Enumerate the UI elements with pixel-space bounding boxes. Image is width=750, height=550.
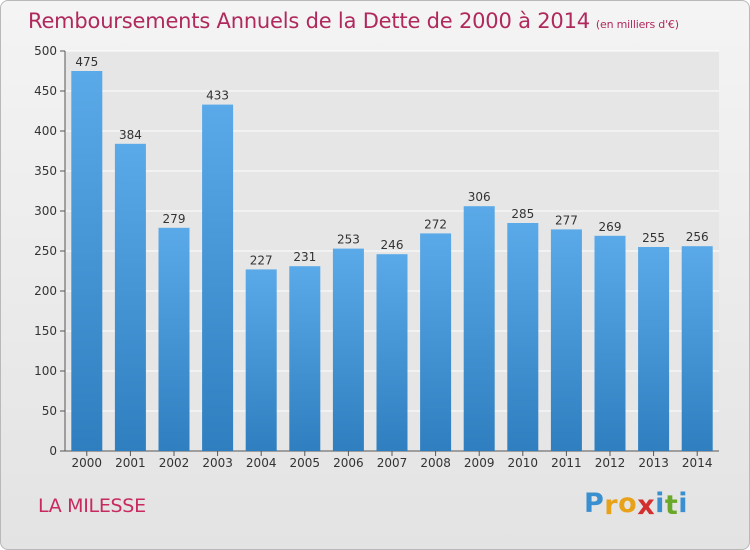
bar-2005 [289, 266, 321, 451]
x-tick-label-2010: 2010 [508, 456, 539, 470]
bar-2009 [463, 206, 495, 451]
x-tick-label-2013: 2013 [638, 456, 669, 470]
chart-title: Remboursements Annuels de la Dette de 20… [28, 9, 679, 33]
data-label-2005: 231 [293, 250, 316, 264]
x-tick-label-2007: 2007 [377, 456, 408, 470]
bar-2014 [681, 246, 713, 451]
data-label-2007: 246 [381, 238, 404, 252]
x-tick-label-2008: 2008 [420, 456, 451, 470]
y-tick-label: 350 [34, 164, 57, 178]
data-label-2002: 279 [163, 212, 186, 226]
x-tick-label-2003: 2003 [202, 456, 233, 470]
x-tick-label-2006: 2006 [333, 456, 364, 470]
y-tick-label: 50 [42, 404, 57, 418]
x-tick-label-2009: 2009 [464, 456, 495, 470]
bar-2004 [245, 269, 277, 451]
bar-2007 [376, 254, 408, 451]
logo-letter: i [678, 488, 689, 519]
data-label-2008: 272 [424, 217, 447, 231]
data-label-2000: 475 [75, 55, 98, 69]
bar-2000 [71, 71, 103, 451]
y-tick-label: 450 [34, 84, 57, 98]
y-tick-label: 500 [34, 44, 57, 58]
bar-2002 [158, 227, 190, 451]
y-tick-label: 150 [34, 324, 57, 338]
data-label-2011: 277 [555, 213, 578, 227]
data-label-2012: 269 [599, 220, 622, 234]
logo-letter: r [604, 490, 619, 521]
bar-2012 [594, 235, 626, 451]
y-tick-label: 300 [34, 204, 57, 218]
y-tick-label: 250 [34, 244, 57, 258]
y-tick-label: 100 [34, 364, 57, 378]
location-label: LA MILESSE [38, 495, 146, 517]
x-tick-label-2005: 2005 [290, 456, 321, 470]
y-tick-label: 200 [34, 284, 57, 298]
y-tick-label: 400 [34, 124, 57, 138]
chart-title-text: Remboursements Annuels de la Dette de 20… [28, 9, 590, 33]
logo-letter: x [637, 490, 656, 521]
data-label-2006: 253 [337, 233, 360, 247]
x-tick-label-2001: 2001 [115, 456, 146, 470]
x-tick-label-2012: 2012 [595, 456, 626, 470]
data-label-2003: 433 [206, 89, 229, 103]
logo-letter: i [655, 488, 665, 519]
bar-2006 [332, 248, 364, 451]
data-label-2010: 285 [511, 207, 534, 221]
data-label-2014: 256 [686, 230, 709, 244]
chart-subtitle: (en milliers d'€) [595, 18, 679, 31]
logo-letter: o [618, 488, 638, 519]
x-tick-label-2000: 2000 [72, 456, 103, 470]
logo-letter: t [664, 490, 679, 521]
data-label-2001: 384 [119, 128, 142, 142]
bar-2001 [114, 143, 146, 452]
bar-2003 [202, 104, 234, 451]
x-tick-label-2002: 2002 [159, 456, 190, 470]
data-label-2009: 306 [468, 190, 491, 204]
data-label-2013: 255 [642, 231, 665, 245]
bar-2008 [420, 233, 452, 451]
bar-2011 [550, 229, 582, 451]
x-tick-label-2004: 2004 [246, 456, 277, 470]
bar-2010 [507, 223, 539, 451]
bar-2013 [638, 247, 670, 451]
x-tick-label-2011: 2011 [551, 456, 582, 470]
data-label-2004: 227 [250, 253, 273, 267]
logo-letter: P [584, 488, 605, 519]
y-tick-label: 0 [49, 444, 57, 458]
x-tick-label-2014: 2014 [682, 456, 713, 470]
proxiti-logo: Proxiti [584, 488, 689, 521]
